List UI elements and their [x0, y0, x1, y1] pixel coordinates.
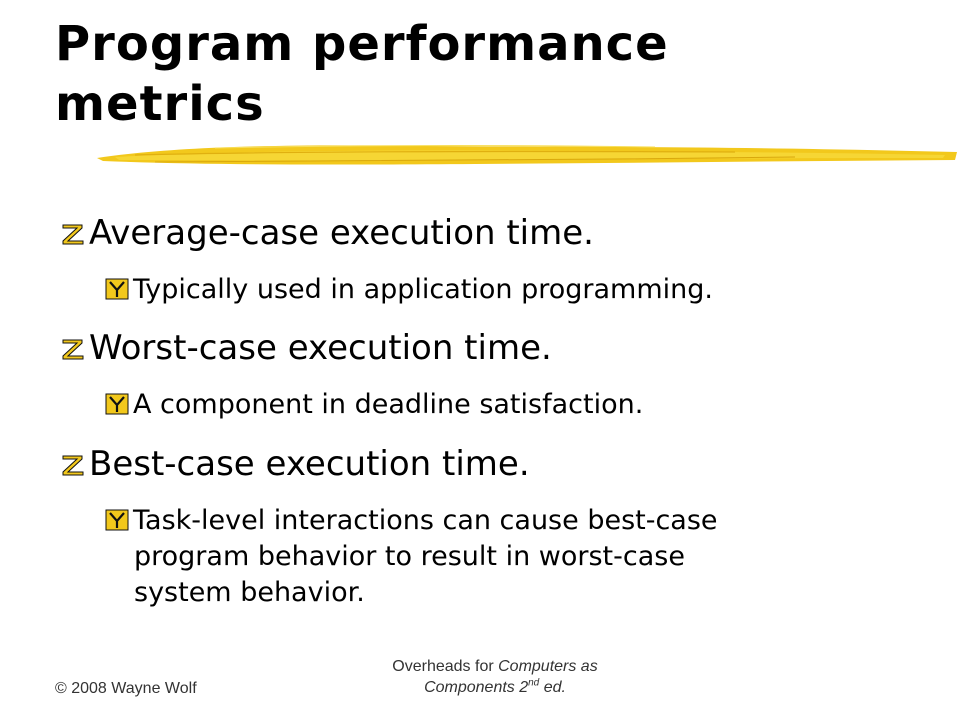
sub-bullet-text: A component in deadline satisfaction.	[133, 389, 644, 420]
footer-line: Overheads for Computers as	[330, 656, 660, 677]
bullet-text: Worst-case execution time.	[89, 328, 552, 368]
sub-bullet-text: Typically used in application programmin…	[133, 274, 713, 305]
wrap-line: Task-level interactions can cause best-c…	[105, 503, 718, 539]
title-line: Program performance	[55, 16, 669, 72]
slide-title: Program performance metrics	[55, 14, 915, 134]
y-bullet-icon	[105, 278, 129, 300]
y-bullet-icon	[105, 393, 129, 415]
yellow-brush-stroke	[97, 145, 957, 165]
bullet-average-case: Average-case execution time.	[60, 213, 594, 253]
footer-book-title: Components 2	[424, 679, 529, 696]
title-line: metrics	[55, 76, 265, 132]
bullet-best-case: Best-case execution time.	[60, 444, 530, 484]
sub-bullet-text: program behavior to result in worst-case	[134, 541, 685, 572]
z-bullet-icon	[60, 337, 87, 361]
z-bullet-icon	[60, 453, 87, 477]
sub-bullet-text: system behavior.	[134, 577, 365, 608]
footer-edition: ed.	[539, 679, 566, 696]
footer-copyright: © 2008 Wayne Wolf	[55, 680, 197, 697]
sub-bullet-application-programming: Typically used in application programmin…	[105, 272, 713, 308]
sub-bullet-task-level-interactions: Task-level interactions can cause best-c…	[105, 503, 718, 611]
bullet-text: Best-case execution time.	[89, 444, 530, 484]
sub-bullet-text: Task-level interactions can cause best-c…	[133, 505, 718, 536]
footer-book-title: Computers as	[498, 658, 598, 675]
z-bullet-icon	[60, 222, 87, 246]
bullet-worst-case: Worst-case execution time.	[60, 328, 552, 368]
footer-prefix: Overheads for	[392, 658, 499, 675]
footer-overheads: Overheads for Computers as Components 2n…	[330, 656, 660, 698]
sub-bullet-deadline-satisfaction: A component in deadline satisfaction.	[105, 387, 643, 423]
footer-line: Components 2nd ed.	[330, 677, 660, 698]
y-bullet-icon	[105, 509, 129, 531]
edition-superscript: nd	[528, 677, 540, 689]
bullet-text: Average-case execution time.	[89, 213, 594, 253]
